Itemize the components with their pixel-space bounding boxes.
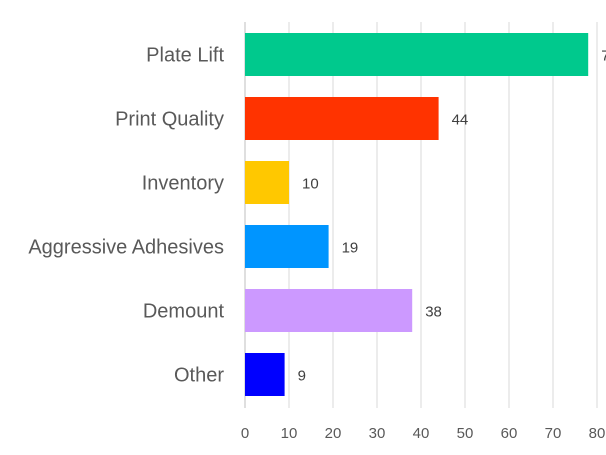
category-label: Print Quality [115,109,224,131]
x-tick-label: 30 [369,425,386,442]
bar [245,97,439,140]
data-label: 19 [342,240,359,257]
bar [245,353,285,396]
x-tick-label: 10 [281,425,298,442]
x-tick-label: 60 [501,425,518,442]
bar [245,289,413,332]
x-tick-label: 80 [589,425,606,442]
data-label: 10 [302,176,319,193]
category-label: Demount [143,301,225,323]
x-tick-label: 40 [413,425,430,442]
bar [245,225,329,268]
x-tick-label: 0 [241,425,249,442]
bar [245,161,289,204]
x-tick-label: 20 [325,425,342,442]
x-tick-label: 50 [457,425,474,442]
gridlines [288,22,598,408]
data-label: 38 [425,304,442,321]
data-labels: 78 44 10 19 38 9 [298,48,606,385]
data-label: 78 [601,48,606,65]
category-label: Inventory [142,173,224,195]
data-label: 44 [452,112,469,129]
bars [245,33,589,396]
category-labels: Plate Lift Print Quality Inventory Aggressi… [28,45,224,387]
category-label: Plate Lift [146,45,224,67]
category-label: Other [174,365,224,387]
category-label: Aggressive Adhesives [28,237,224,259]
x-tick-label: 70 [545,425,562,442]
data-label: 9 [298,368,306,385]
bar [245,33,589,76]
x-tick-labels: 0 10 20 30 40 50 60 70 80 [241,425,606,442]
